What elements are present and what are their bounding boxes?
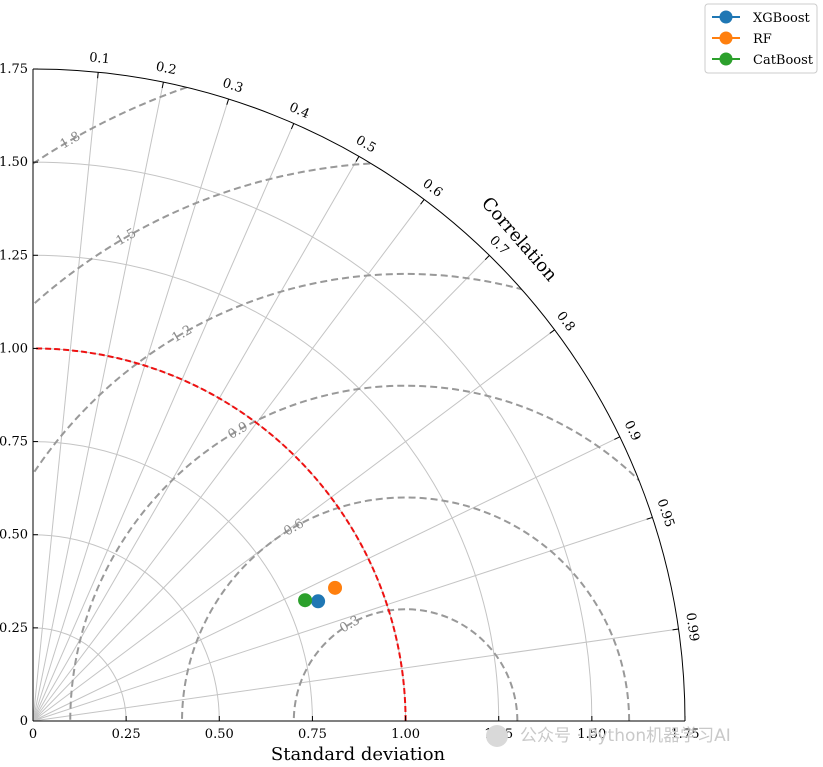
correlation-grid-ray — [32, 516, 653, 722]
legend-label-rf: RF — [753, 32, 772, 47]
correlation-grid-ray — [32, 82, 164, 722]
correlation-tick-mark — [97, 72, 99, 79]
correlation-tick-mark — [672, 628, 679, 631]
std-grid-arc — [32, 534, 220, 722]
correlation-tick-label: 0.2 — [154, 60, 177, 79]
grid-layer — [32, 72, 679, 722]
correlation-grid-ray — [32, 329, 555, 722]
y-tick-label: 1.50 — [0, 155, 28, 170]
x-axis-title: Standard deviation — [271, 744, 446, 765]
legend-label-xgboost: XGBoost — [753, 11, 811, 26]
rmsd-contour-label: 1.8 — [58, 129, 83, 152]
correlation-grid-ray — [32, 98, 230, 722]
correlation-grid-ray — [32, 628, 679, 722]
x-tick-label: 0.75 — [298, 727, 327, 742]
correlation-tick-mark — [226, 98, 230, 105]
correlation-tick-label: 0.4 — [287, 100, 312, 122]
legend: XGBoost RF CatBoost — [704, 3, 818, 74]
correlation-tick-label: 0.3 — [221, 76, 245, 97]
y-tick-label: 1.75 — [0, 62, 28, 77]
correlation-grid-ray — [32, 156, 360, 722]
reference-layer — [32, 347, 407, 722]
correlation-tick-label: 0.5 — [353, 133, 378, 156]
std-tick-layer: 00 0.25 0.25 0.50 0.50 0.75 0.75 1.00 1.00 1.25 1.… — [0, 62, 699, 742]
x-tick-label: 1.00 — [391, 727, 420, 742]
correlation-tick-mark — [355, 156, 360, 162]
y-tick-label: 0.75 — [0, 435, 28, 450]
rmsd-contour — [292, 608, 519, 721]
legend-marker-catboost — [719, 52, 733, 66]
rmsd-contour-label: 1.2 — [170, 323, 195, 346]
correlation-tick-label: 0.6 — [420, 176, 446, 200]
correlation-tick-label: 0.95 — [654, 497, 677, 529]
data-point-xgboost — [311, 594, 326, 609]
x-tick-label: 1.50 — [577, 727, 606, 742]
correlation-grid-ray — [32, 255, 490, 722]
correlation-tick-mark — [614, 436, 621, 440]
correlation-grid-ray — [32, 199, 425, 722]
legend-label-catboost: CatBoost — [753, 53, 814, 68]
correlation-tick-label: 0.99 — [682, 612, 701, 643]
std-grid-arc — [32, 254, 500, 722]
y-tick-label: 1.25 — [0, 248, 28, 263]
correlation-tick-label: 0.9 — [621, 418, 644, 443]
correlation-tick-mark — [549, 329, 555, 334]
legend-marker-rf — [719, 31, 733, 45]
data-point-catboost — [298, 593, 313, 608]
correlation-tick-mark — [161, 82, 164, 89]
correlation-tick-label: 0.1 — [89, 50, 111, 67]
legend-frame — [704, 3, 818, 74]
y-tick-label: 0.50 — [0, 528, 28, 543]
std-grid-arc — [32, 441, 313, 722]
std-grid-arc — [32, 347, 407, 722]
outer-arc — [32, 68, 686, 722]
std-grid-arc — [32, 161, 593, 722]
x-tick-label: 0.50 — [205, 727, 234, 742]
frame-layer — [32, 68, 686, 722]
watermark: 公众号 · Python机器学习AI — [520, 726, 731, 746]
watermark-logo-icon — [486, 725, 508, 747]
rmsd-contour-label: 1.5 — [114, 226, 139, 249]
correlation-tick-mark — [290, 123, 295, 130]
y-tick-label: 0 — [20, 714, 28, 729]
x-tick-label: 0.25 — [112, 727, 141, 742]
rmsd-contour-label: 0.3 — [337, 613, 362, 636]
rmsd-contour-label: 0.6 — [281, 516, 306, 539]
corr-tick-layer: 0.10.20.30.40.50.60.70.80.90.950.99 — [89, 50, 702, 642]
correlation-tick-mark — [484, 255, 490, 261]
correlation-tick-mark — [420, 199, 425, 205]
correlation-tick-mark — [646, 516, 653, 520]
y-tick-label: 0.25 — [0, 621, 28, 636]
correlation-grid-ray — [32, 123, 295, 722]
rmsd-contour — [181, 497, 631, 721]
x-tick-label: 0 — [29, 727, 37, 742]
data-point-rf — [328, 580, 343, 595]
correlation-grid-ray — [32, 436, 621, 722]
y-tick-label: 1.00 — [0, 341, 28, 356]
points-layer — [298, 580, 343, 609]
reference-std-arc — [32, 347, 407, 722]
legend-marker-xgboost — [719, 10, 733, 24]
x-tick-label: 1.75 — [671, 727, 700, 742]
correlation-grid-ray — [32, 72, 99, 722]
correlation-tick-label: 0.8 — [553, 309, 577, 335]
rmsd-layer — [33, 69, 685, 721]
rmsd-contour-label: 0.9 — [225, 419, 250, 442]
